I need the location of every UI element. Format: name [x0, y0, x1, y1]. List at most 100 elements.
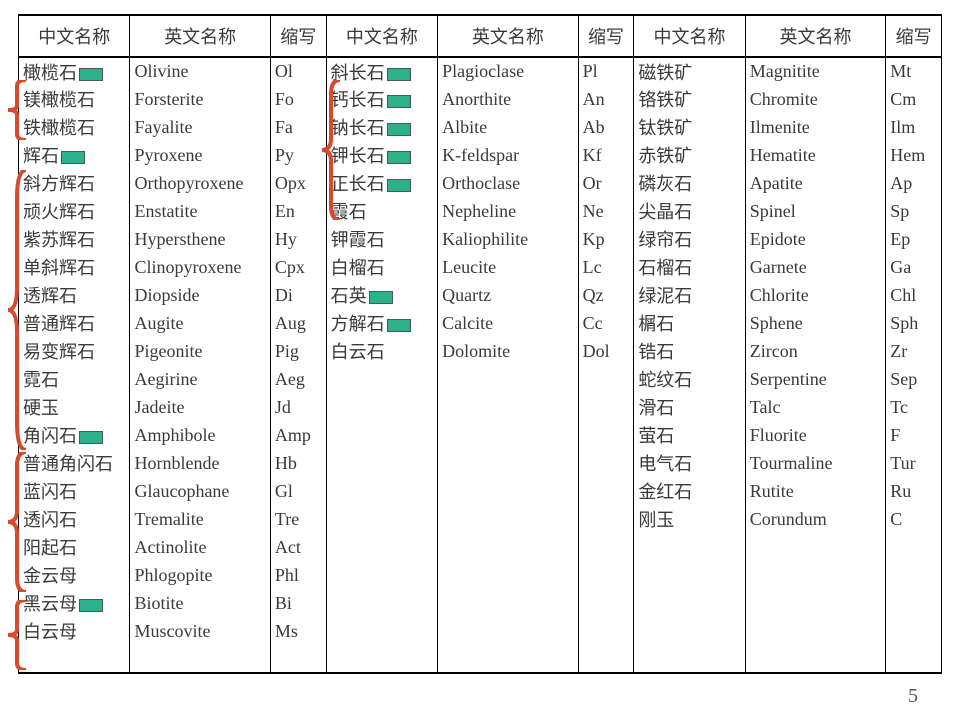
cell-cn: 普通辉石	[19, 309, 130, 337]
mineral-table: 中文名称英文名称缩写中文名称英文名称缩写中文名称英文名称缩写橄榄石Olivine…	[18, 14, 942, 674]
cell-ab: Zr	[886, 337, 942, 365]
cell-ab: Chl	[886, 281, 942, 309]
cell-ab	[578, 421, 634, 449]
cell-ab: Ru	[886, 477, 942, 505]
cell-cn	[634, 561, 745, 589]
cell-cn: 斜方辉石	[19, 169, 130, 197]
brace-icon	[8, 600, 26, 670]
cell-en	[438, 421, 578, 449]
cell-cn: 萤石	[634, 421, 745, 449]
cell-en: Hornblende	[130, 449, 270, 477]
cell-cn: 黑云母	[19, 589, 130, 617]
cell-ab: Pl	[578, 57, 634, 85]
cell-en: Ilmenite	[745, 113, 885, 141]
cell-en	[438, 533, 578, 561]
cell-cn: 钾霞石	[326, 225, 437, 253]
cell-en: Diopside	[130, 281, 270, 309]
cell-en: Forsterite	[130, 85, 270, 113]
cell-cn	[326, 393, 437, 421]
cell-ab: Fa	[270, 113, 326, 141]
cell-en: Talc	[745, 393, 885, 421]
cell-ab: Cc	[578, 309, 634, 337]
cell-en: Fluorite	[745, 421, 885, 449]
table-row: 单斜辉石ClinopyroxeneCpx白榴石LeuciteLc石榴石Garne…	[19, 253, 942, 281]
cell-ab: Ap	[886, 169, 942, 197]
cell-en: Leucite	[438, 253, 578, 281]
cell-cn	[19, 645, 130, 673]
cell-cn: 方解石	[326, 309, 437, 337]
table-row: 顽火辉石EnstatiteEn霞石NephelineNe尖晶石SpinelSp	[19, 197, 942, 225]
cell-ab: Aug	[270, 309, 326, 337]
cell-en: Olivine	[130, 57, 270, 85]
cell-en: Corundum	[745, 505, 885, 533]
cell-ab	[578, 393, 634, 421]
cell-cn: 紫苏辉石	[19, 225, 130, 253]
cell-cn: 霓石	[19, 365, 130, 393]
cell-cn: 钾长石	[326, 141, 437, 169]
cell-ab	[578, 617, 634, 645]
brace-icon	[8, 170, 26, 450]
cell-cn: 金红石	[634, 477, 745, 505]
cell-ab: An	[578, 85, 634, 113]
cell-cn: 磷灰石	[634, 169, 745, 197]
brace-icon	[322, 80, 340, 220]
cell-en: Orthoclase	[438, 169, 578, 197]
cell-ab: Hy	[270, 225, 326, 253]
cell-ab: Dol	[578, 337, 634, 365]
cell-ab: Kf	[578, 141, 634, 169]
cell-ab: Tc	[886, 393, 942, 421]
highlight-marker	[387, 319, 411, 332]
cell-ab: Py	[270, 141, 326, 169]
cell-ab: Sp	[886, 197, 942, 225]
cell-en: Enstatite	[130, 197, 270, 225]
cell-en: Serpentine	[745, 365, 885, 393]
table-row: 铁橄榄石FayaliteFa钠长石AlbiteAb钛铁矿IlmeniteIlm	[19, 113, 942, 141]
cell-ab: Aeg	[270, 365, 326, 393]
cell-ab: Fo	[270, 85, 326, 113]
cell-ab: Hem	[886, 141, 942, 169]
cell-en: Quartz	[438, 281, 578, 309]
cell-ab: Qz	[578, 281, 634, 309]
table-row: 普通角闪石HornblendeHb电气石TourmalineTur	[19, 449, 942, 477]
cell-cn: 刚玉	[634, 505, 745, 533]
cell-en	[745, 561, 885, 589]
cell-ab: Bi	[270, 589, 326, 617]
cell-ab: Ga	[886, 253, 942, 281]
cell-ab	[270, 645, 326, 673]
cell-en: Garnete	[745, 253, 885, 281]
cell-en: Jadeite	[130, 393, 270, 421]
highlight-marker	[79, 68, 103, 81]
cell-en	[438, 589, 578, 617]
cell-en: Spinel	[745, 197, 885, 225]
cell-cn: 正长石	[326, 169, 437, 197]
cell-en: Chlorite	[745, 281, 885, 309]
cell-cn: 阳起石	[19, 533, 130, 561]
cell-cn: 单斜辉石	[19, 253, 130, 281]
cell-en: Amphibole	[130, 421, 270, 449]
cell-en	[438, 477, 578, 505]
highlight-marker	[387, 123, 411, 136]
cell-en: Clinopyroxene	[130, 253, 270, 281]
cell-ab: Ol	[270, 57, 326, 85]
cell-cn: 霞石	[326, 197, 437, 225]
cell-ab: Lc	[578, 253, 634, 281]
cell-ab: En	[270, 197, 326, 225]
cell-en: Nepheline	[438, 197, 578, 225]
table-row: 透闪石TremaliteTre刚玉CorundumC	[19, 505, 942, 533]
table-row: 阳起石ActinoliteAct	[19, 533, 942, 561]
cell-cn: 易变辉石	[19, 337, 130, 365]
cell-en: Pyroxene	[130, 141, 270, 169]
cell-cn: 绿泥石	[634, 281, 745, 309]
cell-cn	[326, 421, 437, 449]
cell-cn: 蛇纹石	[634, 365, 745, 393]
cell-ab: Tre	[270, 505, 326, 533]
cell-en	[745, 645, 885, 673]
cell-cn: 石英	[326, 281, 437, 309]
table-row: 霓石AegirineAeg蛇纹石SerpentineSep	[19, 365, 942, 393]
highlight-marker	[387, 151, 411, 164]
cell-ab: Amp	[270, 421, 326, 449]
cell-cn: 顽火辉石	[19, 197, 130, 225]
cell-ab	[578, 589, 634, 617]
cell-en: Tourmaline	[745, 449, 885, 477]
cell-cn	[634, 589, 745, 617]
